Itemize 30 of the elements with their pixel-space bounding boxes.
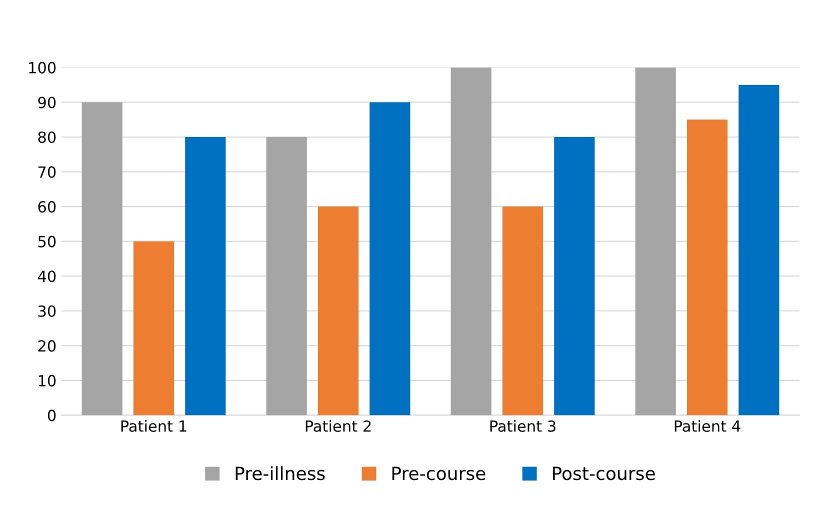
- legend-label: Pre-illness: [236, 466, 325, 480]
- bar: [738, 84, 780, 416]
- bar: [686, 120, 728, 416]
- y-tick-label: 90: [38, 96, 56, 108]
- x-tick-label: Patient 4: [674, 420, 740, 432]
- x-tick-label: Patient 2: [306, 420, 371, 432]
- y-tick-label: 10: [38, 374, 56, 386]
- y-tick-label: 0: [48, 410, 56, 422]
- y-tick-label: 100: [29, 62, 56, 74]
- x-tick-label: Patient 3: [490, 420, 556, 432]
- bar: [635, 67, 676, 416]
- y-tick-label: 80: [38, 131, 56, 144]
- bar: [82, 102, 122, 416]
- y-tick-label: 70: [38, 166, 56, 178]
- bar: [185, 137, 226, 416]
- y-tick-label: 30: [38, 305, 56, 317]
- legend-label: Pre-course: [392, 466, 486, 480]
- y-tick-label: 60: [38, 201, 56, 213]
- bar: [370, 102, 410, 416]
- bar: [554, 137, 595, 416]
- x-tick-label: Patient 1: [121, 420, 186, 432]
- legend-label: Post-course: [552, 466, 655, 480]
- y-tick-label: 40: [38, 270, 56, 282]
- y-tick-label: 20: [38, 340, 56, 352]
- bar: [266, 137, 307, 416]
- bar: [318, 206, 359, 416]
- bar: [133, 241, 174, 416]
- y-tick-label: 50: [38, 236, 56, 248]
- bar: [450, 67, 492, 416]
- bar: [502, 206, 544, 416]
